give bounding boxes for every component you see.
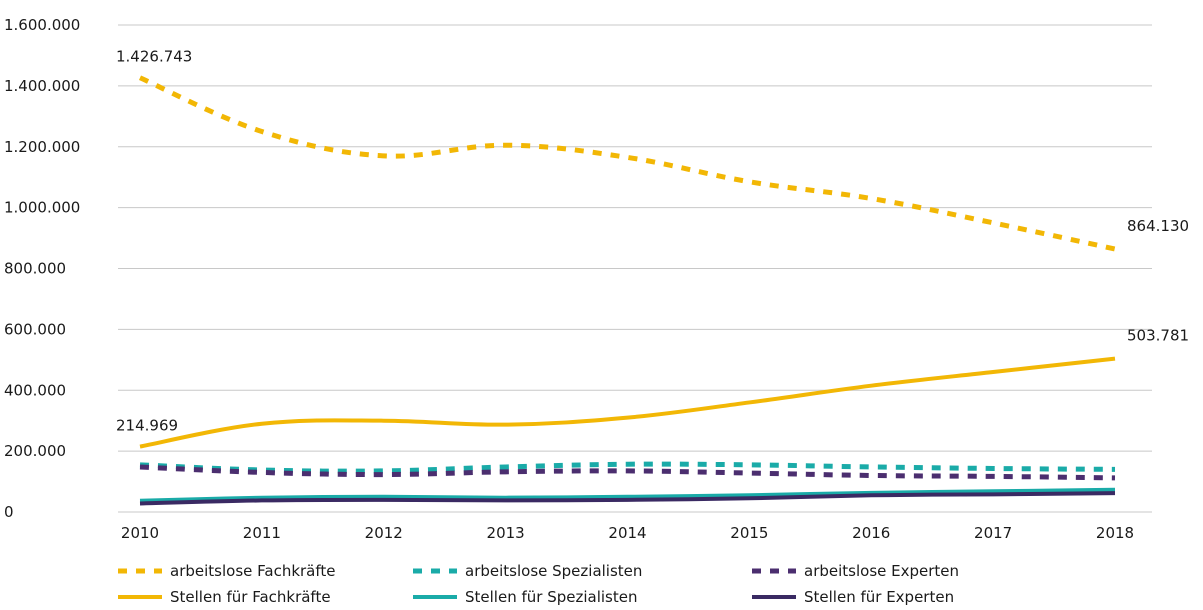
legend-item-stellen-fuer-fachkraefte: Stellen für Fachkräfte (118, 588, 331, 606)
legend-item-stellen-fuer-spezialisten: Stellen für Spezialisten (413, 588, 637, 606)
legend-label: arbeitslose Fachkräfte (170, 562, 336, 580)
x-tick-label: 2010 (121, 524, 159, 542)
x-axis-ticks: 2010 2011 2012 2013 2014 2015 2016 2017 2018 (121, 524, 1134, 542)
y-tick-label: 200.000 (4, 442, 66, 460)
y-tick-label: 1.000.000 (4, 199, 80, 217)
gridlines (118, 24, 1152, 513)
legend-item-arbeitslose-fachkraefte: arbeitslose Fachkräfte (118, 562, 336, 580)
series-line-arbeitslose-fachkraefte (138, 75, 1116, 252)
y-tick-label: 1.600.000 (4, 16, 80, 34)
y-tick-label: 400.000 (4, 381, 66, 399)
legend-label: arbeitslose Experten (804, 562, 959, 580)
data-label: 1.426.743 (116, 48, 192, 66)
series-line-stellen-fuer-fachkraefte (139, 356, 1116, 449)
x-tick-label: 2011 (243, 524, 281, 542)
y-tick-label: 600.000 (4, 320, 66, 338)
series-line-stellen-fuer-experten (139, 491, 1116, 506)
legend-label: arbeitslose Spezialisten (465, 562, 642, 580)
x-tick-label: 2016 (852, 524, 890, 542)
data-labels: 1.426.743 864.130 214.969 503.781 (116, 48, 1189, 435)
legend: arbeitslose Fachkräfte arbeitslose Spezia… (118, 562, 959, 606)
series-line-stellen-fuer-spezialisten (139, 487, 1116, 503)
legend-label: Stellen für Spezialisten (465, 588, 637, 606)
x-tick-label: 2017 (974, 524, 1012, 542)
data-label: 503.781 (1127, 327, 1189, 345)
y-tick-label: 800.000 (4, 260, 66, 278)
y-tick-label: 0 (4, 503, 14, 521)
y-axis-ticks: 0 200.000 400.000 600.000 800.000 1.000.000 1.… (4, 16, 80, 521)
series-lines (138, 75, 1116, 506)
x-tick-label: 2014 (608, 524, 646, 542)
x-tick-label: 2013 (487, 524, 525, 542)
data-label: 214.969 (116, 417, 178, 435)
legend-item-arbeitslose-spezialisten: arbeitslose Spezialisten (413, 562, 642, 580)
legend-label: Stellen für Fachkräfte (170, 588, 331, 606)
legend-label: Stellen für Experten (804, 588, 954, 606)
x-tick-label: 2015 (730, 524, 768, 542)
y-tick-label: 1.200.000 (4, 138, 80, 156)
data-label: 864.130 (1127, 217, 1189, 235)
series-line-arbeitslose-experten (139, 464, 1116, 481)
x-tick-label: 2012 (365, 524, 403, 542)
series-line-arbeitslose-spezialisten (139, 461, 1116, 474)
legend-item-stellen-fuer-experten: Stellen für Experten (752, 588, 954, 606)
y-tick-label: 1.400.000 (4, 77, 80, 95)
x-tick-label: 2018 (1096, 524, 1134, 542)
legend-item-arbeitslose-experten: arbeitslose Experten (752, 562, 959, 580)
